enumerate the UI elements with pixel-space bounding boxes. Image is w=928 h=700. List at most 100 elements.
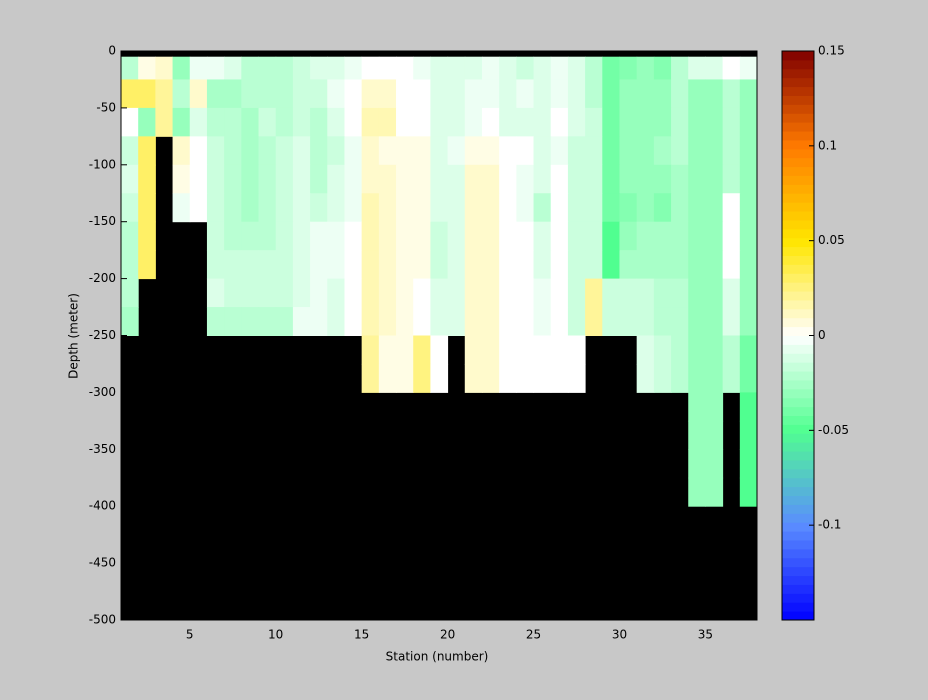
heatmap-cell [344,221,363,251]
heatmap-cell [602,250,620,280]
colorbar-segment [782,139,814,150]
heatmap-cell [636,363,655,393]
colorbar-segment [782,593,814,603]
colorbar-segment [782,451,814,461]
heatmap-cell [206,56,225,80]
heatmap-cell [516,107,535,137]
colorbar-segment [782,388,814,399]
colorbar-segment [782,308,814,319]
heatmap-cell [121,221,139,251]
heatmap-cell [636,164,655,194]
heatmap-cell [327,136,345,166]
heatmap-cell [619,164,638,194]
colorbar-segment [782,477,814,488]
x-tick-label: 15 [354,628,369,642]
heatmap-cell [688,164,706,194]
heatmap-cell [413,56,431,80]
heatmap-cell [138,221,156,251]
heatmap-cell [619,221,638,251]
heatmap-cell [447,164,466,194]
heatmap-cell [224,164,242,194]
heatmap-cell [275,164,294,194]
heatmap-cell [636,221,655,251]
heatmap-cell [413,250,431,280]
heatmap-cell [516,56,535,80]
heatmap-cell [155,79,174,109]
heatmap-cell [292,278,311,308]
heatmap-cell [705,221,724,251]
heatmap-cell [705,278,724,308]
heatmap-cell [705,420,724,450]
heatmap-cell [361,363,380,393]
heatmap-cell [567,79,586,109]
heatmap-cell [739,107,758,137]
heatmap-cell [464,79,483,109]
heatmap-cell [241,56,260,80]
heatmap-cell [585,221,603,251]
heatmap-cell [602,136,620,166]
colorbar-segment [782,68,814,79]
colorbar-segment [782,86,814,96]
heatmap-cell [464,221,483,251]
heatmap-cell [739,136,758,166]
heatmap-cell [602,221,620,251]
heatmap-cell [413,136,431,166]
heatmap-cell [533,307,552,336]
heatmap-cell [481,363,500,393]
heatmap-cell [344,307,363,336]
heatmap-cell [533,335,552,365]
colorbar-segment [782,406,814,417]
heatmap-cell [310,164,328,194]
heatmap-cell [292,136,311,166]
heatmap-cell [327,164,345,194]
heatmap-cell [688,193,706,223]
heatmap-cell [516,164,535,194]
colorbar-segment [782,397,814,408]
heatmap-cell [722,221,741,251]
heatmap-cell [447,107,466,137]
heatmap-cell [722,164,741,194]
heatmap-cell [688,136,706,166]
heatmap-cell [739,278,758,308]
heatmap-cell [361,56,380,80]
heatmap-cell [447,278,466,308]
heatmap-cell [378,56,397,80]
heatmap-cell [585,250,603,280]
heatmap-cell [705,477,724,507]
colorbar-segment [782,237,814,248]
heatmap-cell [378,363,397,393]
colorbar-segment [782,104,814,114]
heatmap-cell [413,193,431,223]
heatmap-cell [705,164,724,194]
heatmap-cell [602,164,620,194]
heatmap-cell [292,307,311,336]
heatmap-cell [378,136,397,166]
colorbar-segment [782,557,814,568]
heatmap-cell [567,164,586,194]
heatmap-cell [413,307,431,336]
colorbar-segment [782,602,814,612]
colorbar-segment [782,157,814,168]
colorbar-segment [782,371,814,381]
heatmap-cell [155,107,174,137]
heatmap-cell [430,79,449,109]
heatmap-cell [327,107,345,137]
heatmap-cell [533,56,552,80]
colorbar-segment [782,513,814,523]
heatmap-cell [688,250,706,280]
heatmap-cell [567,107,586,137]
colorbar-segment [782,326,814,336]
heatmap-cell [121,56,139,80]
heatmap-cell [172,79,191,109]
heatmap-cell [396,307,414,336]
heatmap-cell [722,250,741,280]
heatmap-cell [688,307,706,336]
heatmap-cell [430,56,449,80]
heatmap-cell [189,193,208,223]
heatmap-cell [206,164,225,194]
heatmap-cell [344,250,363,280]
heatmap-cell [722,335,741,365]
heatmap-cell [567,193,586,223]
heatmap-cell [653,335,672,365]
heatmap-cell [671,250,689,280]
